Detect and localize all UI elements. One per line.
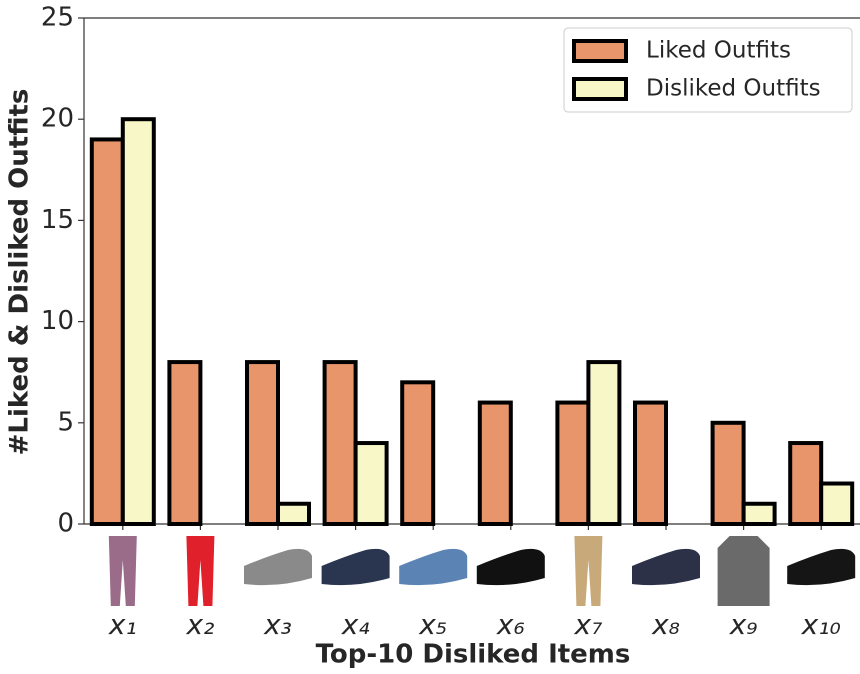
legend-label: Disliked Outfits: [646, 76, 821, 102]
x-tick-label: x₁₀: [801, 608, 841, 641]
legend-swatch: [574, 41, 626, 61]
x-tick-label: x₈: [651, 608, 680, 641]
bar: [480, 403, 511, 524]
legend-swatch: [574, 79, 626, 99]
x-tick-label: x₁: [108, 608, 137, 641]
y-tick-label: 5: [57, 407, 74, 437]
item-image: [322, 549, 390, 585]
item-image: [574, 536, 602, 606]
y-tick-label: 20: [41, 104, 74, 134]
item-image: [718, 536, 770, 606]
item-image: [477, 549, 545, 585]
x-tick-label: x₆: [496, 608, 525, 641]
bar: [557, 403, 588, 524]
x-tick-label: x₄: [341, 608, 370, 641]
bar: [92, 139, 123, 524]
item-image: [186, 536, 214, 606]
bar: [169, 362, 200, 524]
bar: [325, 362, 356, 524]
bar: [744, 504, 775, 524]
x-axis-label: Top-10 Disliked Items: [316, 640, 631, 670]
bar: [790, 443, 821, 524]
y-tick-label: 0: [57, 509, 74, 539]
item-image: [632, 549, 700, 585]
x-tick-label: x₃: [263, 608, 292, 641]
x-tick-label: x₇: [574, 608, 604, 641]
chart: Top-10 Disliked Items #Liked & Disliked …: [0, 0, 860, 674]
x-tick-label: x₅: [418, 608, 447, 641]
x-tick-label: x₂: [186, 608, 215, 641]
y-tick-label: 25: [41, 3, 74, 33]
legend-label: Liked Outfits: [646, 38, 791, 64]
bar: [635, 403, 666, 524]
y-axis-label: #Liked & Disliked Outfits: [5, 89, 35, 456]
item-image: [787, 549, 855, 585]
item-image: [109, 536, 137, 606]
item-image: [244, 549, 312, 585]
bar: [821, 484, 852, 524]
y-tick-label: 15: [41, 205, 74, 235]
bar: [402, 382, 433, 524]
bar: [278, 504, 309, 524]
bar: [713, 423, 744, 524]
bar: [356, 443, 387, 524]
bar: [247, 362, 278, 524]
bar: [588, 362, 619, 524]
item-image: [399, 549, 467, 585]
x-tick-label: x₉: [729, 608, 758, 641]
y-tick-label: 10: [41, 306, 74, 336]
bar: [123, 119, 154, 524]
